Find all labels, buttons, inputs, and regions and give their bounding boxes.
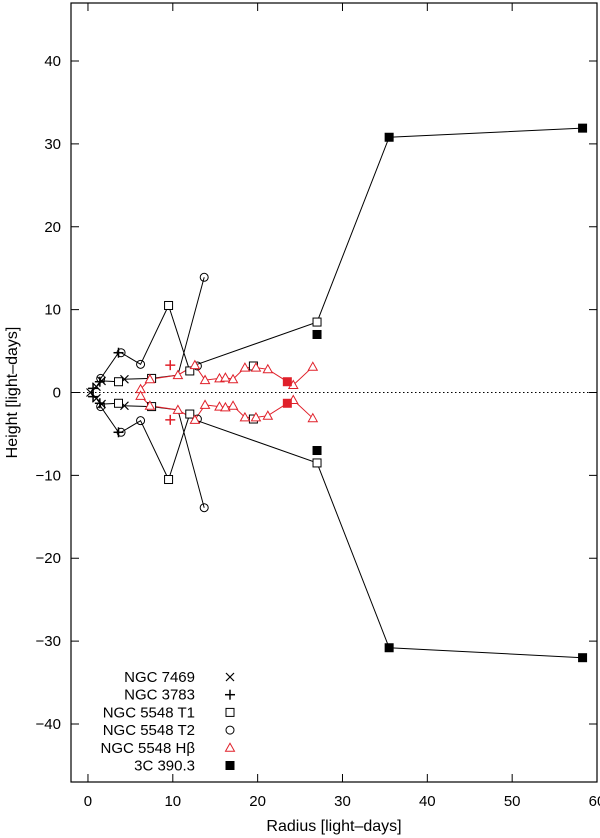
point-ngc-5548-h <box>262 363 274 374</box>
legend-marker <box>225 761 235 770</box>
y-tick-label: 30 <box>44 136 61 153</box>
point-ngc-5548-h <box>220 372 231 382</box>
legend-label: NGC 5548 T2 <box>103 722 195 739</box>
point-ngc-5548-h-red-squares <box>282 398 292 408</box>
point-ngc-5548-t2 <box>199 503 209 513</box>
y-tick-label: −30 <box>36 633 61 650</box>
x-tick-label: 60 <box>589 793 600 810</box>
point-ngc-5548-t2 <box>116 348 126 358</box>
point-ngc-5548-h <box>144 400 156 410</box>
point-3c-390-3 <box>384 132 394 142</box>
y-tick-label: 40 <box>44 53 61 70</box>
x-tick-label: 10 <box>164 793 181 810</box>
point-3c-390-3 <box>312 329 322 339</box>
point-ngc-5548-h <box>239 362 251 372</box>
point-ngc-5548-h <box>250 362 262 372</box>
point-ngc-5548-h <box>189 414 201 424</box>
legend-label: NGC 5548 Hβ <box>101 740 196 757</box>
legend-marker <box>225 707 235 717</box>
legend-label: NGC 3783 <box>124 687 195 704</box>
point-ngc-5548-t2 <box>136 359 146 369</box>
y-tick-label: 20 <box>44 219 61 236</box>
connecting-line <box>90 127 583 393</box>
point-ngc-5548-h <box>135 390 146 400</box>
point-ngc-5548-h <box>250 411 262 422</box>
y-tick-label: −40 <box>36 716 61 733</box>
point-ngc-3783 <box>88 391 99 402</box>
point-ngc-5548-t2 <box>96 402 106 412</box>
axis-ticks: 0 10 20 30 40 50 60 −40 −30 −20 −10 0 10 20 30 40 <box>36 3 600 810</box>
point-3c-390-3 <box>384 643 394 653</box>
legend-marker <box>225 689 235 700</box>
point-ngc-5548-t2 <box>136 416 146 426</box>
plot-frame <box>70 2 598 783</box>
point-ngc-5548-h <box>220 401 231 412</box>
legend-label: NGC 7469 <box>124 669 195 686</box>
point-3c-390-3 <box>578 123 588 133</box>
data-points <box>86 123 588 663</box>
point-3c-390-3 <box>312 446 322 456</box>
point-ngc-5548-t1 <box>312 317 322 327</box>
y-tick-label: 0 <box>53 385 61 402</box>
x-tick-label: 50 <box>504 793 521 810</box>
legend-label: 3C 390.3 <box>134 758 195 775</box>
y-tick-label: −20 <box>36 550 61 567</box>
point-ngc-5548-h <box>189 359 201 370</box>
point-ngc-5548-h <box>227 373 239 384</box>
point-ngc-5548-t1 <box>185 409 195 419</box>
point-3c-390-3 <box>578 653 588 663</box>
point-ngc-5548-h <box>239 411 251 422</box>
x-tick-label: 40 <box>419 793 436 810</box>
point-ngc-5548-t2 <box>96 373 106 383</box>
y-tick-label: −10 <box>36 467 61 484</box>
x-tick-label: 20 <box>249 793 266 810</box>
legend-label: NGC 5548 T1 <box>103 704 195 721</box>
point-ngc-5548-h-red-crosses <box>165 414 176 425</box>
x-axis-label: Radius [light–days] <box>266 818 401 835</box>
x-tick-label: 30 <box>334 793 351 810</box>
point-ngc-5548-h <box>307 412 319 423</box>
point-ngc-5548-h <box>199 399 211 409</box>
x-tick-label: 0 <box>84 793 92 810</box>
y-axis-label: Height [light–days] <box>4 327 21 459</box>
point-ngc-5548-h <box>307 361 319 371</box>
legend-marker <box>225 725 235 735</box>
y-tick-label: 10 <box>44 302 61 319</box>
point-ngc-5548-h-red-squares <box>282 377 292 387</box>
legend-marker <box>224 742 236 752</box>
point-ngc-5548-t1 <box>185 366 195 376</box>
point-ngc-5548-h <box>172 404 184 414</box>
point-ngc-5548-h <box>227 400 239 410</box>
point-ngc-5548-t1 <box>164 300 174 310</box>
point-ngc-5548-h-red-crosses <box>165 360 176 371</box>
point-ngc-5548-t1 <box>114 398 124 408</box>
point-ngc-5548-t1 <box>114 377 124 387</box>
connecting-line <box>90 392 583 659</box>
point-ngc-5548-t1 <box>312 458 322 468</box>
point-ngc-5548-h <box>262 410 274 420</box>
point-ngc-5548-h <box>144 373 156 384</box>
point-ngc-5548-t2 <box>199 272 209 282</box>
point-ngc-5548-h <box>214 401 225 411</box>
point-ngc-5548-h <box>199 374 211 385</box>
connecting-line <box>101 277 205 383</box>
point-ngc-5548-h <box>172 369 184 380</box>
point-ngc-5548-t2 <box>116 427 126 437</box>
legend-marker <box>225 672 235 682</box>
point-ngc-5548-t1 <box>164 475 174 485</box>
connecting-line <box>101 402 205 508</box>
